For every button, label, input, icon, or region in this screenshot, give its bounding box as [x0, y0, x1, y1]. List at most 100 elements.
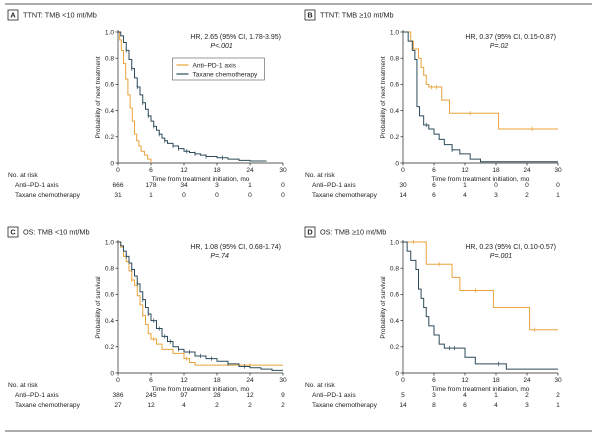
y-axis-label: Probability of survival [380, 276, 387, 339]
y-tick-label: 0.6 [390, 292, 399, 299]
panel-letter-box [7, 9, 19, 21]
x-tick-label: 12 [180, 167, 188, 174]
risk-row-name: Anti–PD-1 axis [15, 392, 59, 399]
x-tick-label: 18 [492, 167, 500, 174]
risk-row-name: Taxane chemotherapy [15, 402, 81, 409]
risk-value: 14 [399, 402, 407, 409]
risk-value: 1 [494, 392, 498, 399]
x-axis-label: Time from treatment initiation, mo [152, 176, 250, 183]
y-tick-label: 0 [110, 370, 114, 377]
y-tick-label: 0.8 [390, 56, 399, 63]
risk-value: 666 [112, 182, 123, 189]
risk-value: 0 [182, 192, 186, 199]
risk-value: 0 [215, 192, 219, 199]
risk-value: 0 [556, 182, 560, 189]
y-tick-label: 0.6 [105, 292, 114, 299]
x-tick-label: 6 [432, 377, 436, 384]
x-tick-label: 12 [180, 377, 188, 384]
y-tick-label: 0 [395, 160, 399, 167]
x-tick-label: 24 [246, 377, 254, 384]
y-tick-label: 0.6 [105, 82, 114, 89]
y-tick-label: 0.2 [105, 344, 114, 351]
risk-value: 6 [432, 192, 436, 199]
risk-value: 97 [180, 392, 188, 399]
risk-value: 2 [525, 392, 529, 399]
risk-value: 6 [432, 182, 436, 189]
hr-annotation: HR, 0.37 (95% CI, 0.15-0.87) [465, 34, 556, 41]
risk-value: 4 [182, 402, 186, 409]
km-curve-anti-pd1 [403, 31, 558, 130]
x-tick-label: 6 [149, 167, 153, 174]
risk-value: 1 [149, 192, 153, 199]
risk-row-name: Anti–PD-1 axis [312, 392, 356, 399]
risk-value: 3 [525, 402, 529, 409]
x-tick-label: 24 [523, 377, 531, 384]
panel-letter: B [307, 11, 312, 20]
risk-value: 28 [213, 392, 221, 399]
panel-title: TTNT: TMB <10 mt/Mb [23, 11, 97, 20]
risk-value: 9 [281, 392, 285, 399]
p-value-annotation: P=.74 [210, 253, 229, 260]
risk-value: 3 [432, 392, 436, 399]
x-tick-label: 24 [246, 167, 254, 174]
risk-value: 2 [215, 402, 219, 409]
x-axis-label: Time from treatment initiation, mo [432, 176, 530, 183]
x-tick-label: 30 [279, 167, 287, 174]
risk-value: 30 [399, 182, 407, 189]
risk-value: 178 [145, 182, 156, 189]
risk-value: 245 [145, 392, 156, 399]
panel-title: OS: TMB <10 mt/Mb [23, 228, 90, 237]
y-tick-label: 0.2 [390, 134, 399, 141]
risk-value: 0 [525, 182, 529, 189]
km-curve-taxane [403, 241, 558, 370]
km-curve-taxane [118, 31, 267, 162]
risk-value: 4 [463, 192, 467, 199]
panel-letter-box [304, 226, 316, 238]
x-tick-label: 18 [492, 377, 500, 384]
risk-table-title: No. at risk [8, 172, 38, 179]
y-tick-label: 1.0 [105, 29, 114, 36]
hr-annotation: HR, 1.08 (95% CI, 0.68-1.74) [190, 244, 281, 251]
risk-value: 4 [463, 392, 467, 399]
panel-title: TTNT: TMB ≥10 mt/Mb [320, 11, 394, 20]
risk-value: 3 [215, 182, 219, 189]
panel-letter: D [307, 228, 312, 237]
y-tick-label: 0 [395, 370, 399, 377]
y-tick-label: 0.4 [105, 108, 114, 115]
risk-value: 4 [494, 402, 498, 409]
risk-table-title: No. at risk [305, 172, 335, 179]
y-tick-label: 0 [110, 160, 114, 167]
risk-value: 31 [114, 192, 122, 199]
y-tick-label: 0.2 [105, 134, 114, 141]
risk-value: 0 [494, 182, 498, 189]
x-tick-label: 24 [523, 167, 531, 174]
x-tick-label: 6 [432, 167, 436, 174]
km-curve-anti-pd1 [118, 241, 283, 366]
risk-value: 0 [281, 192, 285, 199]
x-tick-label: 0 [116, 377, 120, 384]
y-tick-label: 0.8 [390, 266, 399, 273]
panel-c: C OS: TMB <10 mt/Mb 0 0.2 0.4 0.6 0.8 1.0 0 6 12 18… [7, 226, 287, 409]
panel-letter-box [7, 226, 19, 238]
risk-value: 0 [248, 192, 252, 199]
risk-value: 27 [114, 402, 122, 409]
hr-annotation: HR, 0.23 (95% CI, 0.10-0.57) [465, 244, 556, 251]
risk-value: 5 [401, 392, 405, 399]
x-tick-label: 0 [401, 377, 405, 384]
x-tick-label: 30 [279, 377, 287, 384]
km-curve-anti-pd1 [403, 241, 558, 331]
risk-value: 34 [180, 182, 188, 189]
y-tick-label: 1.0 [105, 239, 114, 246]
risk-value: 2 [556, 392, 560, 399]
risk-value: 8 [432, 402, 436, 409]
x-tick-label: 0 [116, 167, 120, 174]
risk-row-name: Taxane chemotherapy [312, 402, 378, 409]
y-tick-label: 0.8 [105, 266, 114, 273]
x-axis-label: Time from treatment initiation, mo [432, 386, 530, 393]
y-axis-label: Probability of next treatment [95, 56, 102, 138]
legend-label: Taxane chemotherapy [192, 71, 258, 78]
